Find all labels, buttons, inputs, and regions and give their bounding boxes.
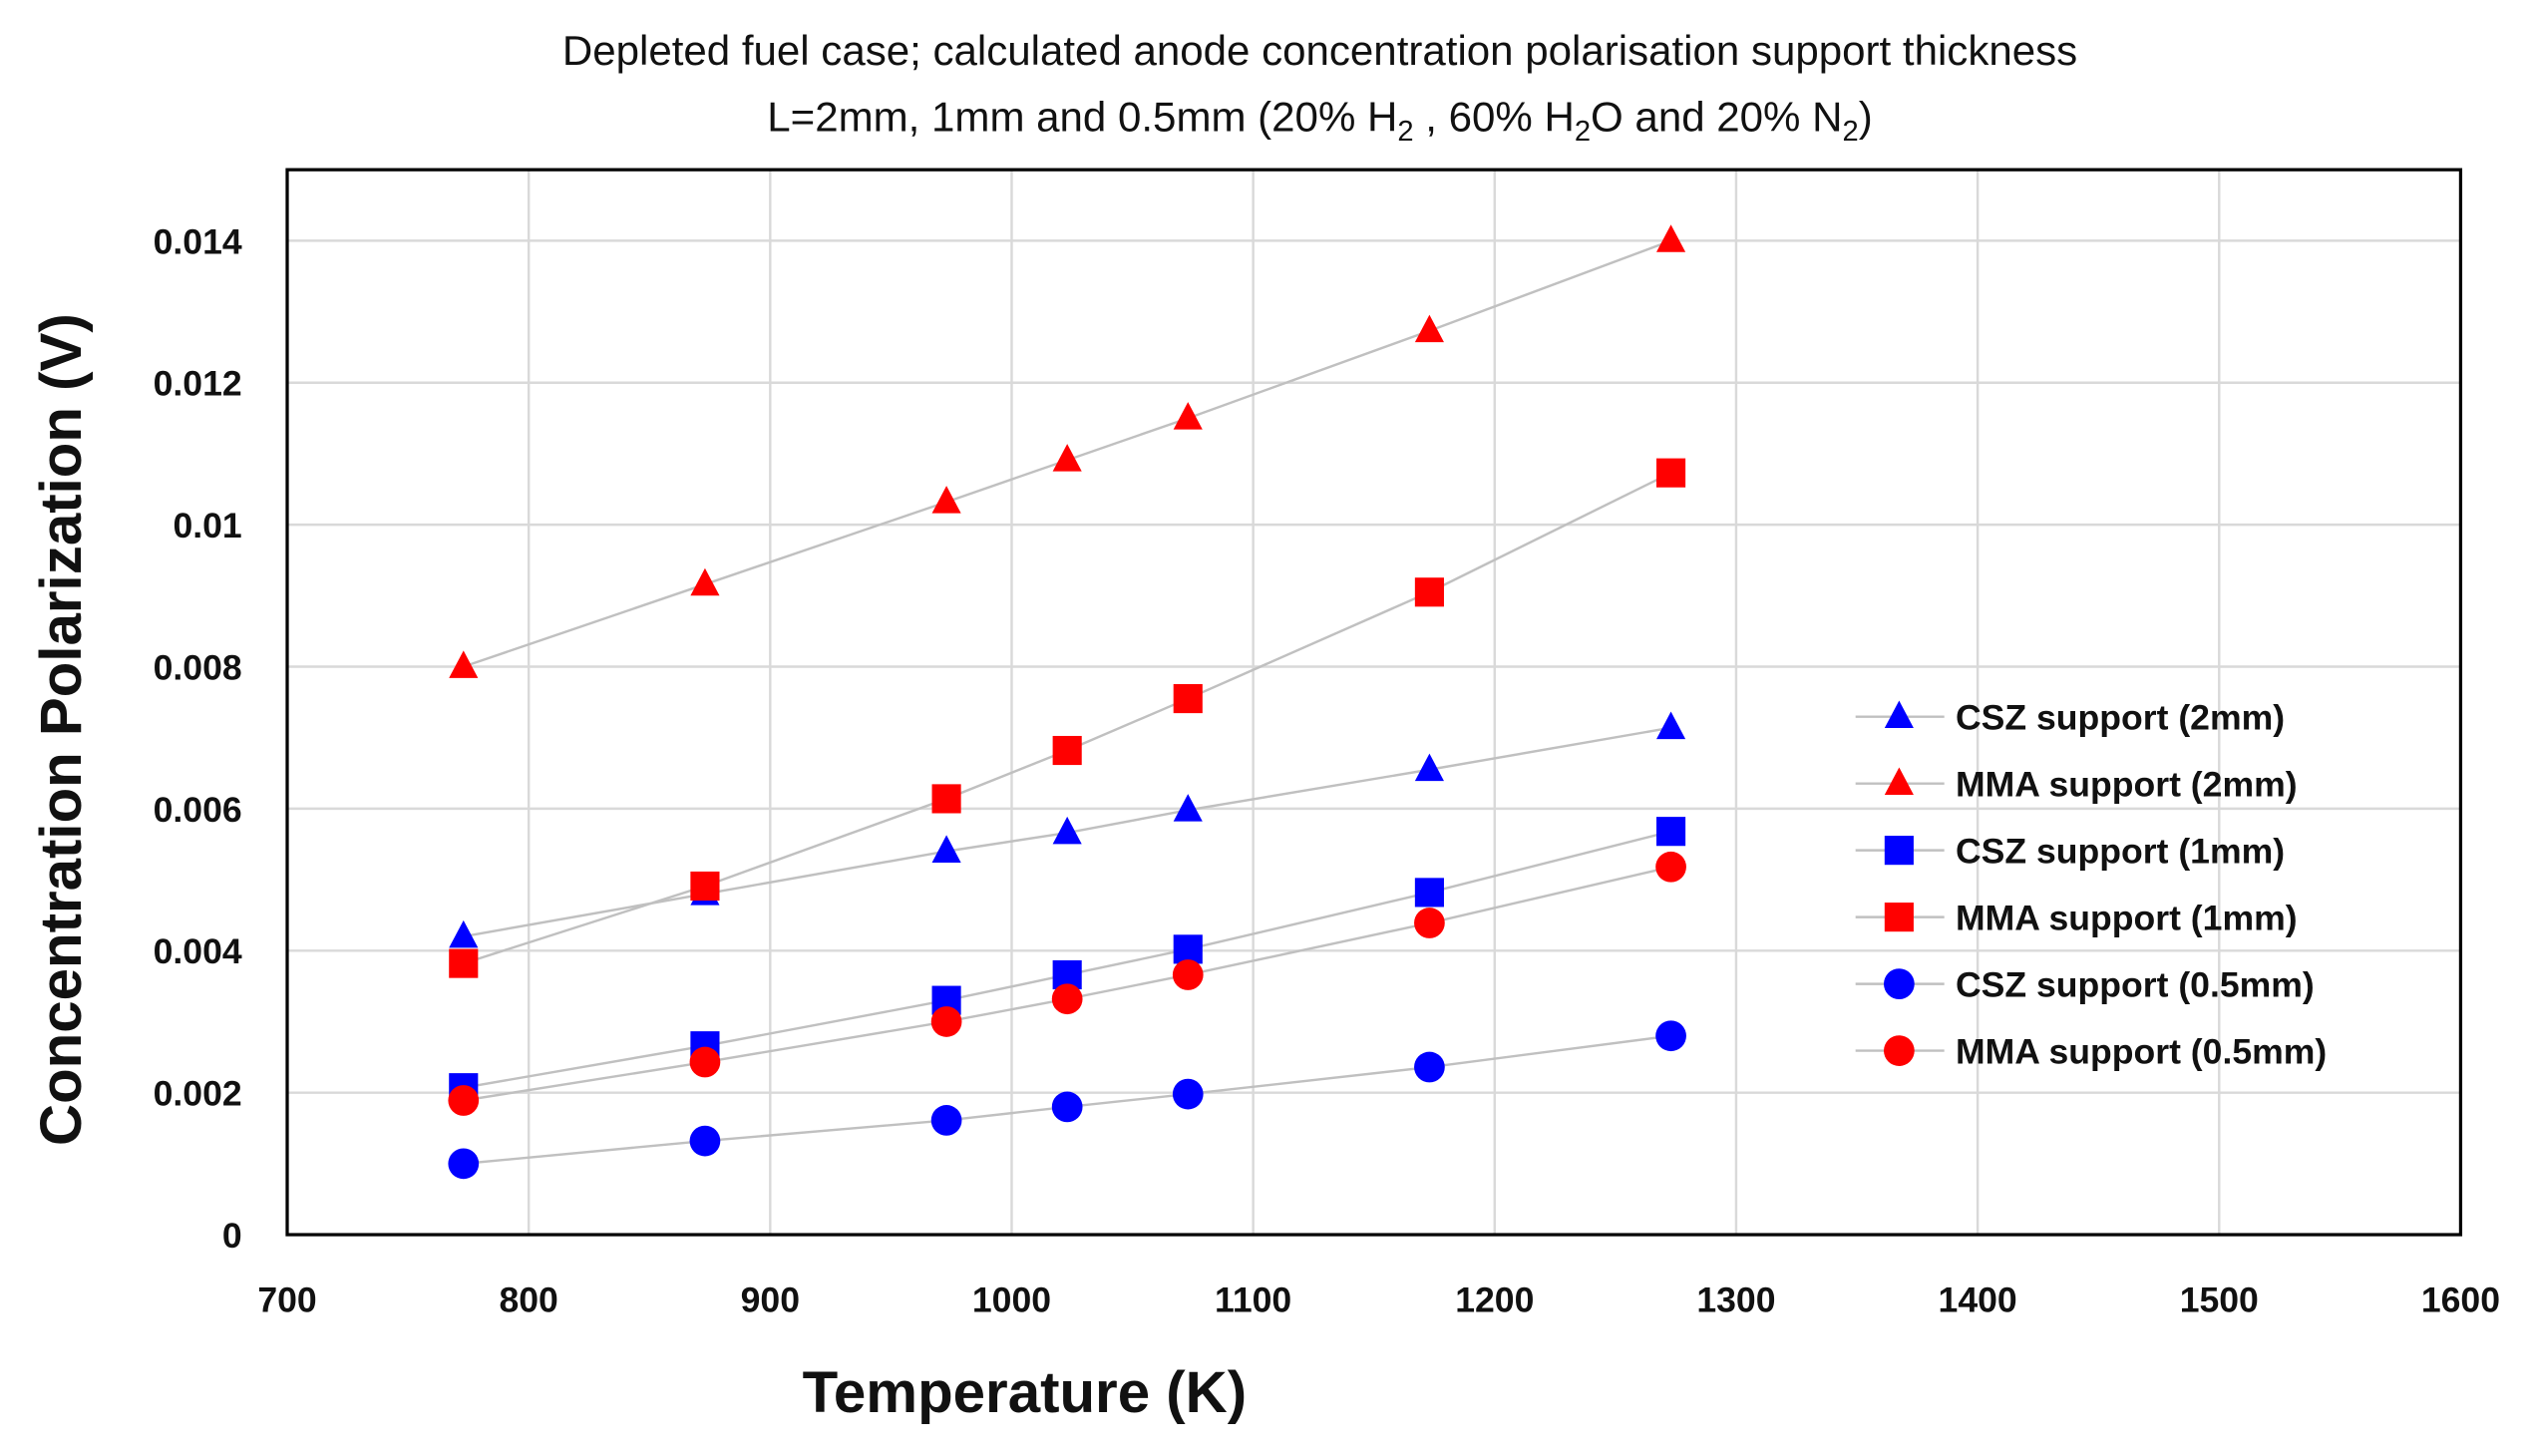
data-point-circle xyxy=(1172,1078,1204,1110)
data-point-circle xyxy=(689,1125,721,1157)
series-line xyxy=(463,472,1672,965)
y-tick-label: 0.008 xyxy=(154,647,242,687)
chart-title-line1: Depleted fuel case; calculated anode con… xyxy=(562,27,2077,74)
x-tick-label: 1100 xyxy=(1215,1280,1291,1320)
legend: CSZ support (2mm) MMA support (2mm) CSZ su… xyxy=(1855,698,2327,1072)
x-tick-label: 1000 xyxy=(972,1280,1051,1320)
chart-title-line2: L=2mm, 1mm and 0.5mm (20% H2 , 60% H2O a… xyxy=(767,93,1872,148)
legend-marker-square xyxy=(1884,903,1914,932)
legend-marker-square xyxy=(1884,836,1914,866)
legend-marker-triangle xyxy=(1884,767,1914,795)
data-point-square xyxy=(1414,577,1444,607)
legend-marker-circle xyxy=(1883,1035,1915,1066)
y-tick-label: 0.014 xyxy=(154,221,242,261)
data-point-circle xyxy=(1051,983,1083,1015)
data-point-triangle xyxy=(1414,314,1444,343)
legend-label: MMA support (0.5mm) xyxy=(1956,1032,2327,1072)
data-point-square xyxy=(690,871,720,902)
data-point-square xyxy=(1173,934,1203,964)
data-point-triangle xyxy=(449,919,479,948)
data-point-triangle xyxy=(1656,224,1686,252)
data-point-square xyxy=(1052,735,1082,766)
data-point-circle xyxy=(1414,1051,1445,1083)
data-point-triangle xyxy=(1052,816,1082,845)
data-point-circle xyxy=(1655,1020,1686,1052)
legend-label: CSZ support (0.5mm) xyxy=(1956,965,2315,1005)
legend-label: CSZ support (1mm) xyxy=(1956,832,2285,872)
y-tick-label: 0.006 xyxy=(154,790,242,830)
data-point-triangle xyxy=(1414,753,1444,782)
legend-label: CSZ support (2mm) xyxy=(1956,698,2285,738)
data-point-square xyxy=(1173,683,1203,714)
data-point-circle xyxy=(689,1046,721,1078)
y-tick-label: 0.004 xyxy=(154,931,242,971)
y-tick-label: 0 xyxy=(222,1216,242,1256)
series-line xyxy=(463,830,1671,1089)
x-tick-label: 1400 xyxy=(1939,1280,2017,1320)
y-axis-label: Concentration Polarization (V) xyxy=(29,313,94,1146)
data-point-circle xyxy=(1172,959,1204,990)
data-point-square xyxy=(449,948,479,978)
data-points xyxy=(448,224,1686,1180)
grid xyxy=(285,170,2462,1236)
x-tick-label: 700 xyxy=(257,1280,316,1320)
x-tick-label: 900 xyxy=(741,1280,800,1320)
data-point-triangle xyxy=(931,486,961,514)
data-point-triangle xyxy=(1656,711,1686,740)
data-point-triangle xyxy=(449,650,479,678)
data-point-circle xyxy=(448,1085,480,1116)
data-point-square xyxy=(1414,878,1444,908)
data-point-square xyxy=(931,784,961,814)
legend-label: MMA support (2mm) xyxy=(1956,765,2298,805)
y-tick-label: 0.012 xyxy=(154,364,242,404)
data-point-triangle xyxy=(1173,402,1203,430)
x-tick-label: 1500 xyxy=(2180,1280,2259,1320)
data-point-triangle xyxy=(1173,794,1203,822)
x-tick-label: 1600 xyxy=(2421,1280,2500,1320)
data-point-circle xyxy=(448,1148,480,1180)
data-point-circle xyxy=(1414,908,1445,938)
data-point-circle xyxy=(930,1006,962,1037)
data-point-triangle xyxy=(1052,444,1082,472)
data-point-circle xyxy=(1655,851,1686,883)
data-point-circle xyxy=(1051,1091,1083,1123)
y-tick-label: 0.01 xyxy=(173,506,241,546)
x-tick-label: 800 xyxy=(499,1280,557,1320)
legend-marker-triangle xyxy=(1884,700,1914,728)
x-tick-label: 1200 xyxy=(1455,1280,1534,1320)
x-tick-label: 1300 xyxy=(1696,1280,1775,1320)
x-axis-label: Temperature (K) xyxy=(803,1360,1247,1425)
data-point-triangle xyxy=(931,835,961,863)
legend-marker-circle xyxy=(1883,968,1915,999)
plot-frame xyxy=(285,168,2463,1237)
data-point-square xyxy=(1656,458,1686,488)
series-lines xyxy=(463,239,1672,1166)
data-point-circle xyxy=(930,1105,962,1136)
data-point-square xyxy=(1656,817,1686,847)
legend-label: MMA support (1mm) xyxy=(1956,899,2298,938)
data-point-triangle xyxy=(690,567,720,596)
y-tick-label: 0.002 xyxy=(154,1074,242,1114)
tick-labels: 700 800 900 1000 1100 1200 1300 1400 1500 1600 0 0.… xyxy=(154,221,2500,1319)
